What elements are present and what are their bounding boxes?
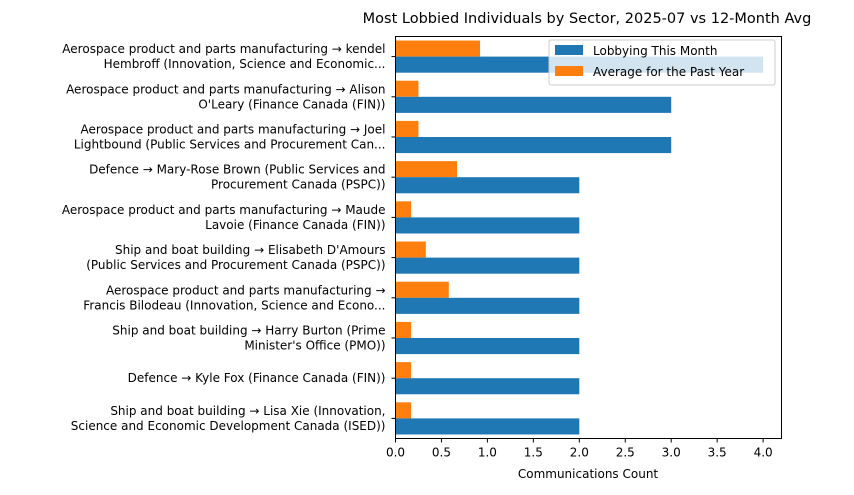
- y-axis-category-labels: Aerospace product and parts manufacturin…: [62, 42, 396, 433]
- bar-this-month: [395, 418, 580, 435]
- bar-this-month: [395, 297, 580, 314]
- x-tick-label: 1.0: [478, 446, 497, 460]
- bars-layer: [395, 40, 764, 435]
- category-label: Aerospace product and parts manufacturin…: [62, 42, 385, 71]
- category-label: Defence → Mary-Rose Brown (Public Servic…: [89, 163, 385, 192]
- bar-past-year-average: [395, 161, 458, 178]
- category-label: Ship and boat building → Lisa Xie (Innov…: [71, 404, 386, 433]
- x-tick-label: 2.5: [616, 446, 635, 460]
- bar-past-year-average: [395, 40, 481, 57]
- legend-label-past-year-average: Average for the Past Year: [593, 65, 744, 79]
- legend-label-this-month: Lobbying This Month: [593, 44, 717, 58]
- category-label: Aerospace product and parts manufacturin…: [83, 283, 385, 312]
- legend: Lobbying This Month Average for the Past…: [548, 39, 776, 86]
- bar-past-year-average: [395, 80, 419, 97]
- bar-this-month: [395, 338, 580, 355]
- legend-swatch-past-year-average: [555, 66, 583, 76]
- chart-title: Most Lobbied Individuals by Sector, 2025…: [363, 11, 812, 27]
- bar-this-month: [395, 257, 580, 274]
- x-tick-label: 3.5: [708, 446, 727, 460]
- x-tick-label: 1.5: [524, 446, 543, 460]
- x-axis-label: Communications Count: [518, 467, 659, 481]
- bar-past-year-average: [395, 120, 419, 137]
- x-tick-label: 2.0: [570, 446, 589, 460]
- category-label: Ship and boat building → Harry Burton (P…: [112, 324, 385, 353]
- x-tick-label: 0.5: [432, 446, 451, 460]
- legend-swatch-this-month: [555, 45, 583, 55]
- category-label: Aerospace product and parts manufacturin…: [74, 123, 386, 152]
- bar-this-month: [395, 96, 672, 113]
- legend-box: [548, 39, 776, 86]
- bar-this-month: [395, 177, 580, 194]
- bar-past-year-average: [395, 362, 412, 379]
- bar-this-month: [395, 217, 580, 234]
- category-label: Defence → Kyle Fox (Finance Canada (FIN)…: [128, 371, 386, 385]
- category-label: Ship and boat building → Elisabeth D'Amo…: [86, 243, 385, 272]
- bar-this-month: [395, 378, 580, 395]
- plot-frame: [395, 36, 782, 439]
- category-label: Aerospace product and parts manufacturin…: [62, 203, 386, 232]
- bar-past-year-average: [395, 281, 449, 298]
- bar-past-year-average: [395, 201, 412, 218]
- bar-past-year-average: [395, 402, 412, 419]
- bar-past-year-average: [395, 241, 426, 258]
- bar-this-month: [395, 137, 672, 154]
- x-tick-label: 0.0: [386, 446, 405, 460]
- bar-past-year-average: [395, 321, 412, 338]
- x-tick-label: 3.0: [662, 446, 681, 460]
- x-tick-label: 4.0: [754, 446, 773, 460]
- x-axis-ticks: 0.0 0.5 1.0 1.5 2.0 2.5 3.0 3.5 4.0: [386, 438, 773, 460]
- category-label: Aerospace product and parts manufacturin…: [66, 82, 385, 111]
